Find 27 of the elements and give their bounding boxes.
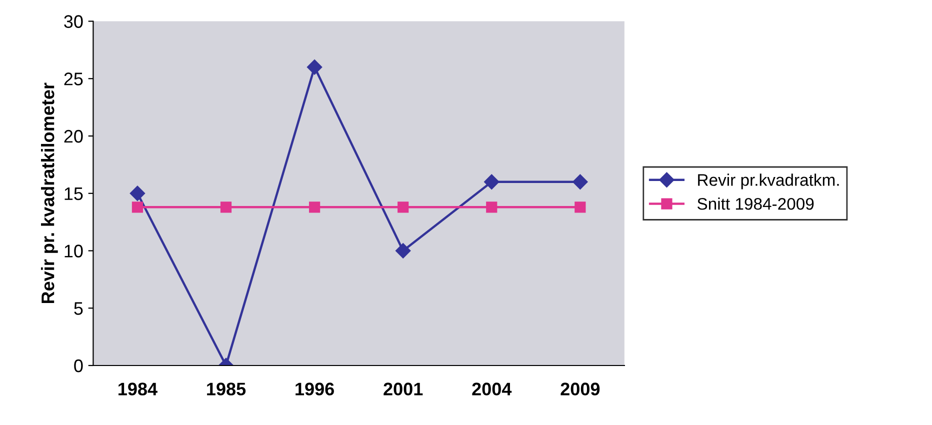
- legend-label: Snitt 1984-2009: [697, 198, 814, 210]
- point: [130, 186, 146, 201]
- y-tick-label: 30: [64, 15, 83, 28]
- x-tick-label: 1984: [118, 382, 158, 396]
- y-tick-label: 5: [74, 302, 83, 315]
- point: [484, 174, 500, 190]
- y-tick-label: 25: [64, 72, 83, 86]
- y-tick-label: 0: [74, 359, 83, 372]
- x-tick-label: 1996: [296, 382, 334, 396]
- legend-label: Revir pr.kvadratkm.: [698, 174, 839, 190]
- y-tick-label: 15: [64, 187, 83, 200]
- point: [398, 202, 409, 213]
- point: [396, 243, 411, 258]
- point: [572, 174, 588, 190]
- point: [486, 202, 498, 213]
- point: [220, 202, 232, 213]
- x-tick-label: 2001: [384, 382, 423, 396]
- y-axis-title: Revir pr. kvadratkilometer: [41, 82, 58, 304]
- x-tick-label: 2009: [560, 382, 600, 396]
- y-tick-label: 20: [64, 130, 83, 143]
- point: [306, 60, 322, 75]
- point: [308, 202, 320, 213]
- x-tick-label: 1985: [207, 382, 246, 396]
- x-tick-label: 2004: [472, 382, 512, 396]
- point: [132, 202, 144, 213]
- point: [574, 202, 586, 213]
- y-tick-label: 10: [64, 244, 83, 258]
